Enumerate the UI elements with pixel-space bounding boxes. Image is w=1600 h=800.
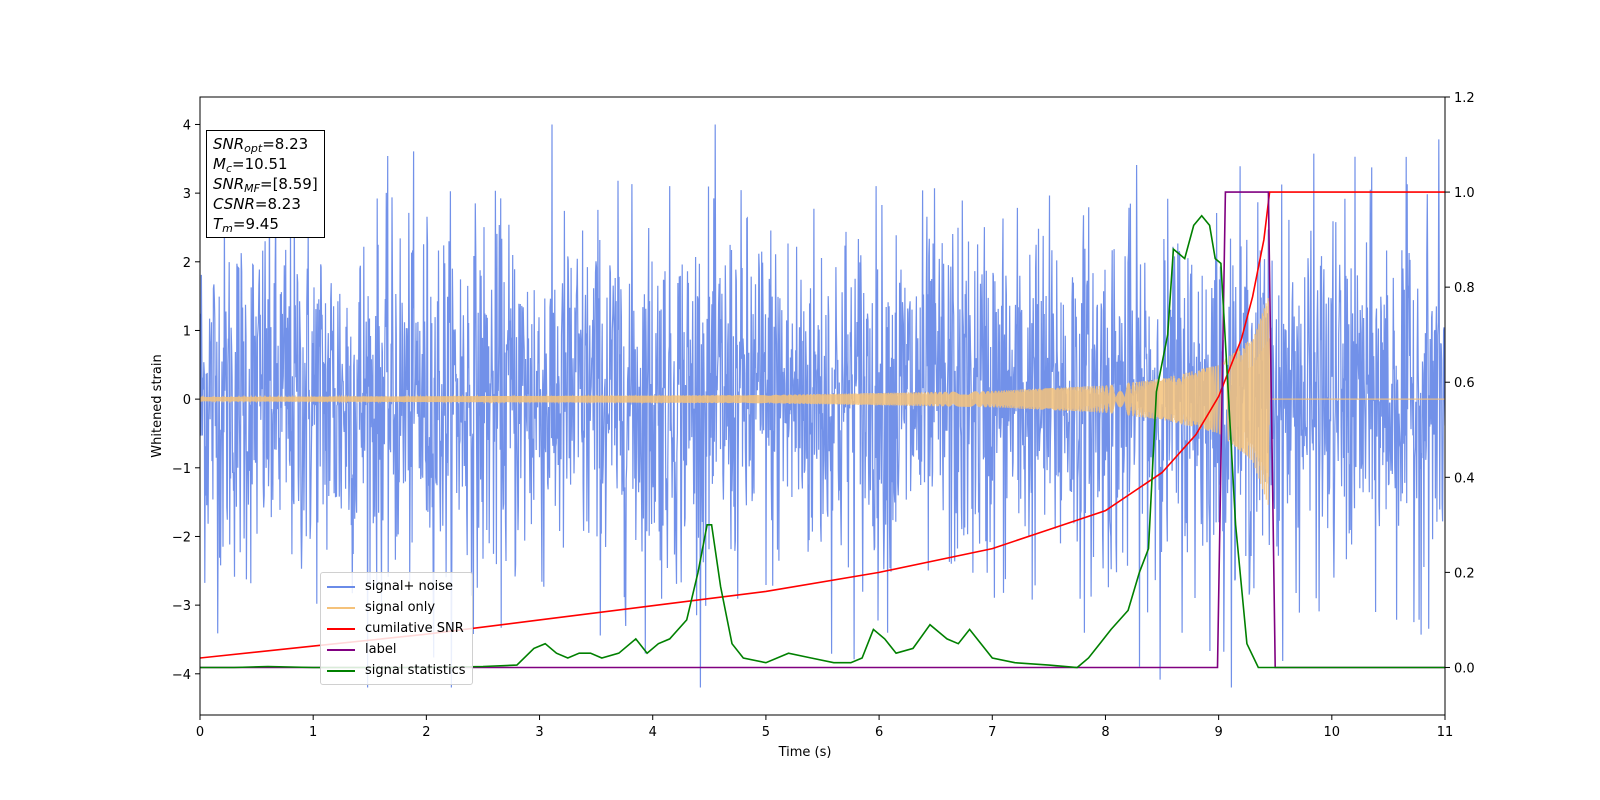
y-left-tick-label: 1 (183, 324, 191, 339)
plot-area (200, 124, 1445, 688)
legend-item-signal-only: signal only (327, 597, 466, 618)
x-tick-label: 5 (762, 725, 770, 740)
y-right-tick-label: 1.2 (1454, 91, 1475, 106)
y-axis-label-left: Whitened strain (150, 354, 165, 457)
x-tick-label: 0 (196, 725, 204, 740)
x-tick-label: 10 (1324, 725, 1341, 740)
x-axis-label: Time (s) (778, 745, 832, 760)
y-left-tick-label: −2 (172, 530, 191, 545)
y-left-tick-label: 3 (183, 187, 191, 202)
csnr-value: 8.23 (267, 195, 301, 213)
snr-opt-value: 8.23 (274, 135, 309, 153)
legend-item-label: label (327, 639, 466, 660)
x-tick-label: 6 (875, 725, 883, 740)
csnr-row: CSNR=8.23 (213, 195, 301, 213)
legend-label: label (365, 642, 397, 657)
legend-swatch (327, 669, 355, 672)
x-tick-label: 4 (649, 725, 657, 740)
x-tick-label: 9 (1214, 725, 1222, 740)
tm-row: Tm=9.45 (213, 215, 279, 235)
tm-value: 9.45 (245, 215, 279, 233)
y-left-tick-label: −3 (172, 599, 191, 614)
x-tick-label: 2 (422, 725, 430, 740)
x-tick-label: 8 (1101, 725, 1109, 740)
series-signal-statistics-line (200, 214, 1445, 669)
y-right-tick-label: 0.8 (1454, 281, 1475, 296)
y-right-tick-label: 0.4 (1454, 471, 1475, 486)
y-right-tick-label: 0.2 (1454, 566, 1475, 581)
y-right-tick-label: 1.0 (1454, 186, 1475, 201)
x-tick-label: 3 (535, 725, 543, 740)
snr-opt-row: SNRopt=8.23 (213, 135, 309, 155)
axes: 0 1 2 3 4 5 6 7 8 9 10 1143210−1−2−3−41.21.00.80.60… (172, 91, 1475, 740)
mc-row: Mc=10.51 (213, 155, 288, 175)
plot-frame (199, 96, 1446, 716)
info-box: SNRopt=8.23 Mc=10.51 SNRMF=[8.59] CSNR=8… (206, 130, 325, 238)
legend-label: signal only (365, 600, 436, 615)
legend-label: cumilative SNR (365, 621, 464, 636)
legend-item-cumulative-snr: cumilative SNR (327, 618, 466, 639)
x-tick-label: 11 (1437, 725, 1454, 740)
snr-mf-row: SNRMF=[8.59] (213, 175, 318, 195)
series-signal-only-line (200, 297, 1445, 505)
legend-swatch (327, 648, 355, 651)
y-right-tick-label: 0.0 (1454, 661, 1475, 676)
x-tick-label: 7 (988, 725, 996, 740)
mc-value: 10.51 (244, 155, 288, 173)
legend-swatch (327, 627, 355, 630)
y-right-tick-label: 0.6 (1454, 376, 1475, 391)
legend: signal+ noise signal only cumilative SNR… (320, 572, 473, 685)
legend-item-signal-noise: signal+ noise (327, 576, 466, 597)
y-left-tick-label: −4 (172, 668, 191, 683)
legend-swatch (327, 606, 355, 609)
series-cumulative-snr-line (200, 191, 1445, 659)
legend-item-signal-statistics: signal statistics (327, 660, 466, 681)
x-tick-label: 1 (309, 725, 317, 740)
y-left-tick-label: 4 (183, 118, 191, 133)
legend-label: signal+ noise (365, 579, 454, 594)
snr-mf-value: [8.59] (272, 175, 318, 193)
legend-label: signal statistics (365, 663, 466, 678)
legend-swatch (327, 585, 355, 588)
series-group (200, 124, 1445, 688)
y-left-tick-label: −1 (172, 462, 191, 477)
y-left-tick-label: 2 (183, 256, 191, 271)
y-left-tick-label: 0 (183, 393, 191, 408)
